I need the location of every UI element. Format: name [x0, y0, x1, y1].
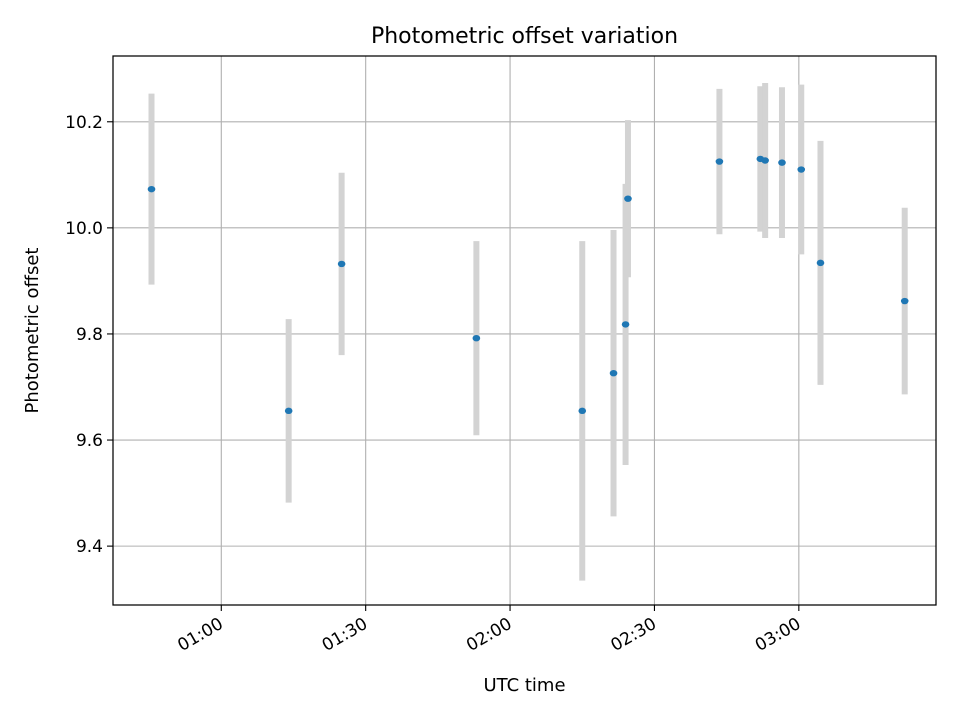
y-tick-label: 9.6 — [76, 431, 103, 451]
data-series — [147, 83, 909, 581]
data-point — [624, 195, 632, 202]
data-point — [621, 321, 630, 328]
y-tick-label: 9.8 — [76, 325, 103, 345]
data-point — [578, 407, 587, 415]
x-axis-label: UTC time — [483, 675, 565, 696]
data-point — [900, 297, 909, 305]
y-axis-label: Photometric offset — [22, 248, 43, 414]
data-point — [609, 370, 618, 377]
y-tick-label: 9.4 — [76, 537, 103, 557]
plot-frame — [112, 55, 937, 606]
data-point — [715, 158, 724, 165]
y-axis-ticks: 9.4 9.6 9.8 10.0 10.2 — [65, 113, 113, 557]
data-point — [797, 166, 806, 173]
data-point — [816, 259, 825, 267]
data-point — [472, 334, 481, 342]
data-point — [147, 185, 156, 193]
y-tick-label: 10.0 — [65, 219, 103, 239]
data-point — [761, 157, 769, 164]
data-point — [284, 407, 293, 415]
y-tick-label: 10.2 — [65, 113, 103, 133]
data-point — [337, 260, 346, 268]
data-point — [778, 159, 786, 166]
chart-title: Photometric offset variation — [371, 24, 678, 49]
